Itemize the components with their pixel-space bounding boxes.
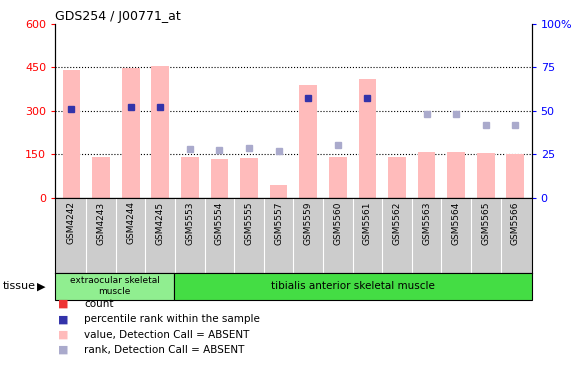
- Text: value, Detection Call = ABSENT: value, Detection Call = ABSENT: [84, 329, 250, 340]
- Bar: [210, 159, 228, 198]
- Text: percentile rank within the sample: percentile rank within the sample: [84, 314, 260, 324]
- Bar: [174, 273, 532, 300]
- Text: GSM5554: GSM5554: [215, 201, 224, 245]
- Text: GSM5562: GSM5562: [393, 201, 401, 245]
- Bar: [181, 157, 199, 198]
- Text: GSM5555: GSM5555: [245, 201, 253, 245]
- Text: GSM5563: GSM5563: [422, 201, 431, 245]
- Text: rank, Detection Call = ABSENT: rank, Detection Call = ABSENT: [84, 345, 245, 355]
- Text: tibialis anterior skeletal muscle: tibialis anterior skeletal muscle: [271, 281, 435, 291]
- Bar: [507, 154, 524, 198]
- Bar: [418, 152, 435, 198]
- Text: GSM5565: GSM5565: [481, 201, 490, 245]
- Text: ▶: ▶: [37, 281, 45, 291]
- Text: GSM4244: GSM4244: [126, 201, 135, 244]
- Text: GSM4245: GSM4245: [156, 201, 165, 244]
- Text: ■: ■: [58, 345, 69, 355]
- Text: ■: ■: [58, 329, 69, 340]
- Bar: [92, 157, 110, 198]
- Text: extraocular skeletal
muscle: extraocular skeletal muscle: [70, 276, 160, 296]
- Bar: [270, 186, 288, 198]
- Text: tissue: tissue: [3, 281, 36, 291]
- Text: GSM5561: GSM5561: [363, 201, 372, 245]
- Bar: [152, 66, 169, 198]
- Text: GSM5559: GSM5559: [304, 201, 313, 245]
- Bar: [477, 153, 494, 198]
- Bar: [447, 152, 465, 198]
- Bar: [63, 70, 80, 198]
- Bar: [329, 157, 347, 198]
- Bar: [299, 85, 317, 198]
- Text: ■: ■: [58, 299, 69, 309]
- Text: GDS254 / J00771_at: GDS254 / J00771_at: [55, 10, 181, 23]
- Text: GSM5557: GSM5557: [274, 201, 283, 245]
- Text: GSM5566: GSM5566: [511, 201, 520, 245]
- Text: GSM4242: GSM4242: [67, 201, 76, 244]
- Text: GSM5553: GSM5553: [185, 201, 194, 245]
- Text: GSM4243: GSM4243: [96, 201, 106, 244]
- Text: count: count: [84, 299, 114, 309]
- Bar: [388, 157, 406, 198]
- Text: GSM5560: GSM5560: [333, 201, 342, 245]
- Bar: [358, 79, 376, 198]
- Text: ■: ■: [58, 314, 69, 324]
- Bar: [55, 273, 174, 300]
- Bar: [240, 158, 258, 198]
- Text: GSM5564: GSM5564: [451, 201, 461, 245]
- Bar: [122, 68, 139, 198]
